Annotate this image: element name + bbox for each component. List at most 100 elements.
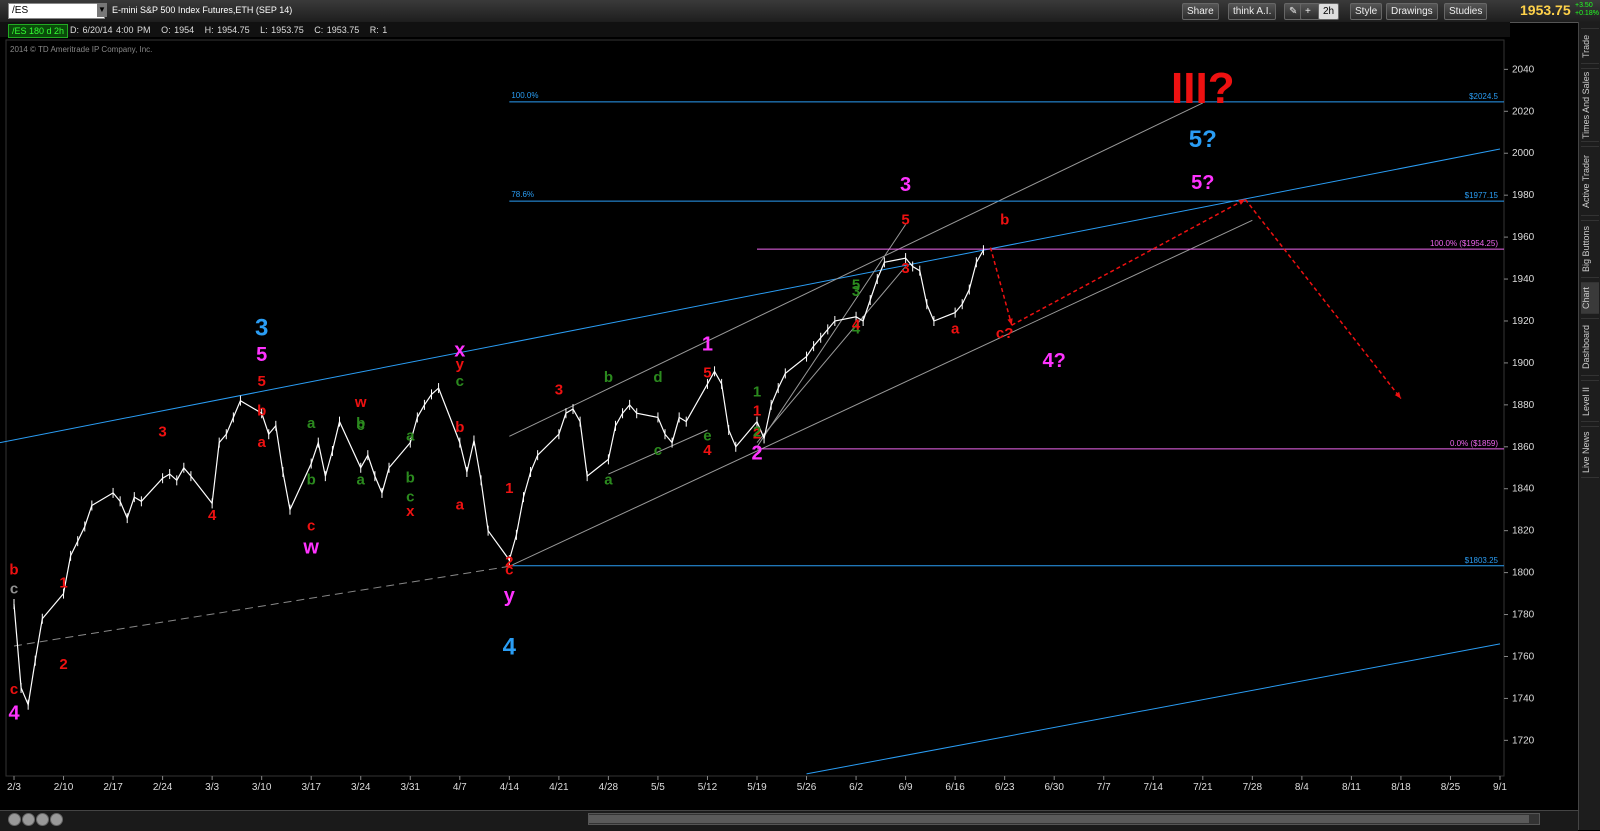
y-tick-label: 1820 <box>1512 526 1535 537</box>
wave-label: c <box>505 562 513 579</box>
wave-label: a <box>357 472 366 489</box>
symbol-dropdown-icon[interactable]: ▼ <box>97 3 107 17</box>
y-tick-label: 1720 <box>1512 735 1535 746</box>
y-tick-label: 2000 <box>1512 148 1535 159</box>
style-label: Style <box>1355 6 1378 17</box>
sidebar-tab-active-trader[interactable]: Active Trader <box>1581 146 1599 216</box>
x-tick-label: 8/11 <box>1342 782 1361 793</box>
wave-label: d <box>653 369 662 386</box>
x-tick-label: 6/16 <box>945 782 965 793</box>
wave-label: b <box>455 419 464 436</box>
x-tick-label: 6/9 <box>899 782 913 793</box>
sidebar-tab-trade[interactable]: Trade <box>1581 28 1599 64</box>
x-tick-label: 8/18 <box>1391 782 1411 793</box>
crosshair-icon[interactable]: + <box>1300 3 1320 20</box>
price-series <box>13 245 984 710</box>
sidebar-tab-big-buttons[interactable]: Big Buttons <box>1581 220 1599 278</box>
sidebar-tab-times-and-sales[interactable]: Times And Sales <box>1581 68 1599 142</box>
studies-label: Studies <box>1449 6 1483 17</box>
wave-label: 2 <box>753 423 761 440</box>
share-button[interactable]: Share <box>1182 3 1219 20</box>
y-tick-label: 1840 <box>1512 484 1535 495</box>
wave-label: 5 <box>852 277 860 294</box>
wave-label: III? <box>1171 64 1235 113</box>
x-tick-label: 7/7 <box>1097 782 1111 793</box>
x-tick-label: 2/17 <box>103 782 123 793</box>
sidebar-tab-chart[interactable]: Chart <box>1581 282 1599 314</box>
wave-label: 1 <box>753 402 761 419</box>
wave-label: 5 <box>901 212 909 229</box>
studies-button[interactable]: Studies <box>1444 3 1488 20</box>
period-label: 2h <box>1323 6 1335 17</box>
x-tick-label: 9/1 <box>1493 782 1507 793</box>
y-tick-label: 1920 <box>1512 316 1535 327</box>
think-label: think A.I. <box>1233 6 1272 17</box>
sidebar-tab-dashboard[interactable]: Dashboard <box>1581 318 1599 376</box>
y-tick-label: 1760 <box>1512 651 1535 662</box>
ohlc-readout: D: 6/20/14 4:00 PM O: 1954 H: 1954.75 L:… <box>70 25 387 35</box>
sidebar-tab-level-ii[interactable]: Level II <box>1581 380 1599 422</box>
price-chart[interactable]: 1720 1740 1760 1780 1800 1820 1840 1860 1880 1900… <box>0 22 1578 810</box>
y-tick-label: 1780 <box>1512 610 1535 621</box>
arrow-decline <box>1244 198 1402 400</box>
wave-label: a <box>456 497 465 514</box>
bar-close: C: 1953.75 <box>314 25 360 35</box>
wave-label: 3 <box>158 423 166 440</box>
bar-range: R: 1 <box>369 25 388 35</box>
change-value: +3.50 <box>1575 2 1593 9</box>
wave-label: 5 <box>257 373 265 390</box>
y-tick-label: 1880 <box>1512 400 1535 411</box>
last-price: 1953.75 <box>1520 2 1571 18</box>
x-tick-label: 7/14 <box>1144 782 1164 793</box>
zoom-reset-icon[interactable] <box>50 813 63 826</box>
x-tick-label: 3/17 <box>301 782 321 793</box>
zoom-out-icon[interactable] <box>8 813 21 826</box>
wave-label: b <box>257 402 266 419</box>
top-toolbar: /ES ▼ E-mini S&P 500 Index Futures,ETH (… <box>0 0 1600 23</box>
chart-scrollbar[interactable] <box>588 813 1540 825</box>
think-ai-button[interactable]: think A.I. <box>1228 3 1277 20</box>
instrument-description: E-mini S&P 500 Index Futures,ETH (SEP 14… <box>112 5 293 15</box>
x-tick-label: 6/23 <box>995 782 1015 793</box>
x-tick-label: 7/28 <box>1243 782 1263 793</box>
wave-label: 2 <box>505 553 513 570</box>
wave-label: 4 <box>852 316 861 333</box>
wave-label: y <box>456 356 465 373</box>
x-tick-label: 3/10 <box>252 782 272 793</box>
style-button[interactable]: Style <box>1350 3 1383 20</box>
wave-label: e <box>703 428 711 445</box>
x-tick-label: 7/21 <box>1193 782 1213 793</box>
bar-high: H: 1954.75 <box>204 25 250 35</box>
x-tick-label: 5/12 <box>698 782 718 793</box>
wave-label: 3 <box>555 381 563 398</box>
wave-label: 5 <box>256 344 267 366</box>
wave-label: 5 <box>703 365 711 382</box>
fib-price-label: $2024.5 <box>1469 92 1498 101</box>
x-tick-label: 8/25 <box>1441 782 1461 793</box>
wave-label: 4 <box>703 442 712 459</box>
period-button[interactable]: 2h <box>1318 3 1340 20</box>
fib-price-label: $1977.15 <box>1465 191 1499 200</box>
zoom-fit-icon[interactable] <box>36 813 49 826</box>
wave-label: w <box>354 394 367 411</box>
wave-label: c <box>10 581 18 598</box>
zoom-in-icon[interactable] <box>22 813 35 826</box>
wave-label: 3 <box>852 283 860 300</box>
wave-label: b <box>1000 212 1009 229</box>
wave-label: a <box>307 415 316 432</box>
gray-steep-upper <box>756 224 907 448</box>
blue-upper-trendline <box>0 148 1501 444</box>
scrollbar-thumb[interactable] <box>589 815 1529 823</box>
wave-label: 2 <box>751 442 762 464</box>
wave-label: c <box>357 417 365 434</box>
wave-label: 1 <box>59 574 67 591</box>
x-tick-label: 2/24 <box>153 782 173 793</box>
symbol-input[interactable]: /ES <box>8 3 105 19</box>
wave-label: 1 <box>702 333 713 355</box>
x-tick-label: 4/21 <box>549 782 569 793</box>
chart-settings-tag[interactable]: /ES 180 d 2h <box>8 24 69 38</box>
drawings-button[interactable]: Drawings <box>1386 3 1438 20</box>
sidebar-tab-live-news[interactable]: Live News <box>1581 426 1599 478</box>
wave-label: b <box>406 469 415 486</box>
